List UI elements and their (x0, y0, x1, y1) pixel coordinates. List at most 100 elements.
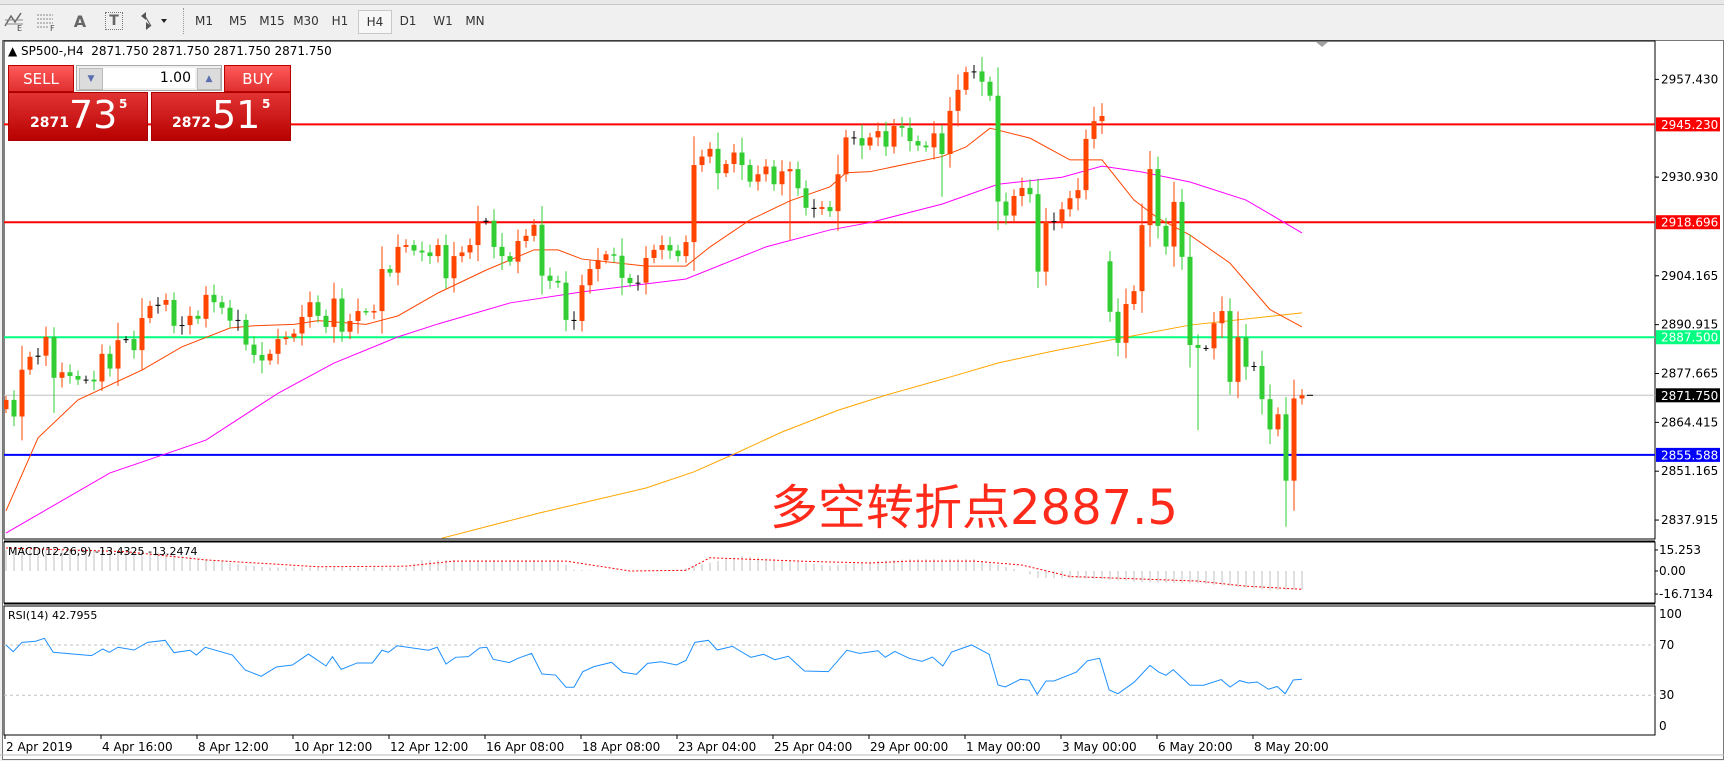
timeframe-m1-button[interactable]: M1 (195, 14, 213, 28)
candle (67, 364, 73, 384)
candle-body (675, 250, 681, 257)
candle (571, 311, 577, 330)
text-label-icon[interactable]: T (100, 9, 128, 33)
candle-body (491, 220, 497, 247)
candle (1179, 188, 1185, 270)
arrows-icon[interactable] (136, 9, 172, 33)
candle (139, 298, 145, 371)
candle (1187, 234, 1193, 368)
candle (251, 336, 257, 364)
candle (331, 282, 337, 343)
moving-average-slow (441, 312, 1303, 539)
timeframe-m5-button[interactable]: M5 (229, 14, 247, 28)
lot-decrease-button[interactable]: ▼ (79, 68, 103, 90)
candle (1123, 288, 1129, 359)
timeframe-m15-button[interactable]: M15 (259, 14, 285, 28)
timeframe-w1-button[interactable]: W1 (433, 14, 453, 28)
candle (1227, 298, 1233, 395)
buy-button[interactable]: BUY (224, 65, 291, 92)
candle-body (1291, 398, 1297, 481)
candle-body (803, 188, 809, 208)
time-axis-label: 2 Apr 2019 (6, 740, 73, 754)
candle-body (387, 269, 393, 273)
candle-body (19, 369, 25, 417)
candle-body (275, 339, 281, 354)
candle (595, 247, 601, 282)
candle (1203, 345, 1209, 351)
candle (1219, 296, 1225, 338)
fibonacci-icon[interactable]: F (32, 9, 60, 33)
candle (1251, 361, 1257, 372)
candle (203, 286, 209, 328)
candle-body (875, 131, 881, 138)
candle (219, 295, 225, 315)
candle-body (595, 260, 601, 270)
indicators-icon[interactable]: E (0, 9, 28, 33)
lot-size-input[interactable]: 1.00 (103, 68, 195, 88)
candle-body (4, 399, 9, 410)
candle (635, 275, 641, 291)
candle-body (523, 235, 529, 242)
candle-body (611, 254, 617, 256)
candle-body (1099, 116, 1105, 122)
candle-body (635, 282, 641, 284)
chart-window[interactable] (2, 40, 1724, 760)
price-level-tag-bg (1656, 447, 1720, 462)
candle (843, 129, 849, 182)
candle (667, 236, 673, 259)
candle (915, 135, 921, 152)
timeframe-h4-button[interactable]: H4 (358, 10, 392, 34)
candle-body (771, 166, 777, 185)
sell-price-prefix: 2871 (30, 115, 69, 131)
macd-axis-label: 0.00 (1659, 564, 1686, 578)
candle (451, 241, 457, 293)
timeframe-h1-button[interactable]: H1 (331, 14, 349, 28)
sell-button[interactable]: SELL (8, 65, 74, 92)
rsi-axis-label: 30 (1659, 688, 1674, 702)
buy-price-box[interactable]: 2872 51 5 (151, 92, 291, 141)
candle-body (955, 89, 961, 111)
sell-price-pips: 73 (69, 93, 118, 137)
time-axis-label: 12 Apr 12:00 (390, 740, 468, 754)
candle (531, 219, 537, 242)
candle (227, 300, 233, 329)
text-icon[interactable]: A (73, 11, 87, 31)
candle (107, 345, 113, 377)
macd-signal-line (5, 547, 1303, 590)
candle-body (1163, 225, 1169, 247)
candle-body (1283, 414, 1289, 481)
time-axis-label: 1 May 00:00 (966, 740, 1041, 754)
chart-shift-marker-icon[interactable] (1316, 42, 1328, 47)
timeframe-m30-button[interactable]: M30 (293, 14, 319, 28)
candle-body (723, 163, 729, 174)
candle-body (259, 354, 265, 361)
timeframe-mn-button[interactable]: MN (465, 14, 485, 28)
lot-increase-button[interactable]: ▲ (197, 68, 221, 90)
candle-body (339, 298, 345, 332)
price-level-tag-bg (1656, 117, 1720, 132)
candle (1035, 178, 1041, 288)
candle-body (483, 220, 489, 222)
candle (307, 291, 313, 328)
candle-body (971, 71, 977, 73)
candle-body (51, 336, 57, 378)
candle (123, 336, 129, 343)
candle-body (563, 282, 569, 320)
price-level-tag: 2918.696 (1661, 216, 1718, 230)
candle (1011, 189, 1017, 223)
candle (1091, 106, 1097, 149)
candle (1147, 151, 1153, 247)
candle (1235, 311, 1241, 399)
chart-title: ▲ SP500-,H4 2871.750 2871.750 2871.750 2… (8, 44, 332, 58)
timeframe-d1-button[interactable]: D1 (399, 14, 417, 28)
sell-price-box[interactable]: 2871 73 5 (8, 92, 148, 141)
candle-body (395, 246, 401, 273)
candle (379, 246, 385, 334)
sell-price-fraction: 5 (119, 97, 128, 111)
candle-body (139, 318, 145, 351)
candle-body (347, 321, 353, 332)
candle-body (131, 339, 137, 351)
collapse-triangle-icon[interactable]: ▲ (8, 44, 22, 58)
candle (235, 309, 241, 331)
